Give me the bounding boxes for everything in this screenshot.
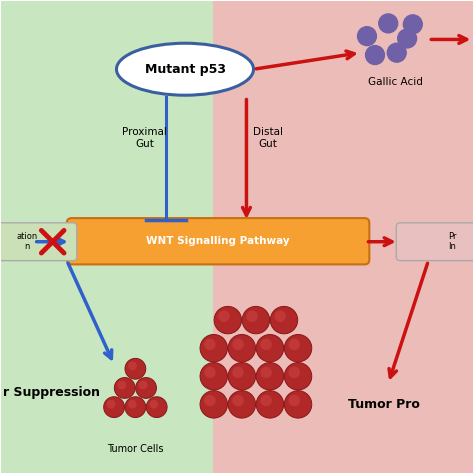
Circle shape [284, 363, 312, 390]
Text: Pr
In: Pr In [448, 232, 456, 251]
Circle shape [204, 367, 216, 378]
Circle shape [284, 335, 312, 362]
Circle shape [357, 27, 376, 46]
Circle shape [228, 363, 255, 390]
Circle shape [270, 306, 298, 334]
Circle shape [232, 395, 244, 406]
Text: Proximal
Gut: Proximal Gut [122, 127, 167, 148]
Circle shape [289, 338, 300, 350]
Circle shape [200, 363, 228, 390]
Circle shape [289, 367, 300, 378]
Circle shape [104, 397, 125, 418]
FancyBboxPatch shape [0, 223, 77, 261]
Text: Tumor Cells: Tumor Cells [107, 444, 164, 454]
Circle shape [125, 358, 146, 379]
Circle shape [274, 310, 286, 322]
Circle shape [128, 362, 137, 370]
Circle shape [246, 310, 258, 322]
Circle shape [256, 391, 283, 418]
Circle shape [146, 397, 167, 418]
Circle shape [365, 46, 384, 64]
Circle shape [204, 395, 216, 406]
Circle shape [256, 335, 283, 362]
Text: ation
n: ation n [16, 232, 37, 251]
Text: Gallic Acid: Gallic Acid [368, 77, 423, 87]
Text: Distal
Gut: Distal Gut [253, 127, 283, 148]
Circle shape [114, 378, 135, 398]
Circle shape [260, 395, 272, 406]
Circle shape [379, 14, 398, 33]
Circle shape [125, 397, 146, 418]
Circle shape [214, 306, 242, 334]
Circle shape [200, 335, 228, 362]
Ellipse shape [117, 43, 254, 95]
FancyBboxPatch shape [396, 223, 474, 261]
Text: Mutant p53: Mutant p53 [145, 63, 226, 76]
Circle shape [107, 400, 116, 409]
Circle shape [256, 363, 283, 390]
Circle shape [232, 367, 244, 378]
Circle shape [403, 15, 422, 34]
Bar [213, 0, 474, 474]
Circle shape [387, 43, 406, 62]
Circle shape [228, 335, 255, 362]
Circle shape [228, 391, 255, 418]
Circle shape [242, 306, 270, 334]
Circle shape [289, 395, 300, 406]
Text: Tumor Pro: Tumor Pro [348, 398, 420, 411]
FancyBboxPatch shape [67, 218, 369, 264]
Circle shape [398, 29, 417, 48]
Circle shape [149, 400, 158, 409]
Text: WNT Signalling Pathway: WNT Signalling Pathway [146, 236, 290, 246]
Circle shape [284, 391, 312, 418]
Circle shape [136, 378, 156, 398]
Circle shape [200, 391, 228, 418]
Circle shape [128, 400, 137, 409]
Circle shape [260, 367, 272, 378]
Circle shape [232, 338, 244, 350]
Circle shape [118, 381, 126, 390]
Circle shape [260, 338, 272, 350]
Circle shape [204, 338, 216, 350]
Circle shape [139, 381, 147, 390]
Circle shape [218, 310, 230, 322]
Text: r Suppression: r Suppression [3, 386, 100, 400]
